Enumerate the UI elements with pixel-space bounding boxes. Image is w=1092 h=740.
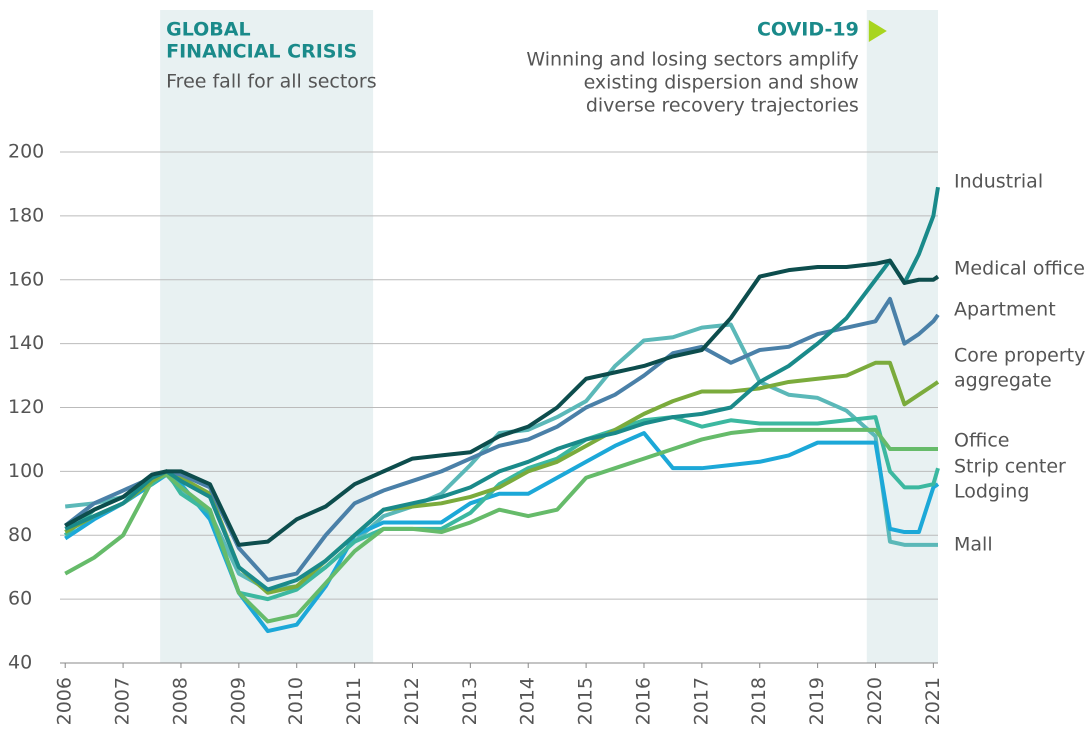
x-tick-label: 2013 [459, 677, 481, 725]
y-tick-label: 180 [8, 204, 44, 226]
series-label: Strip center [954, 456, 1066, 478]
y-tick-label: 40 [8, 652, 32, 674]
series-line [64, 360, 940, 595]
y-tick-label: 120 [8, 396, 44, 418]
x-tick-label: 2012 [401, 677, 423, 725]
series-label: Industrial [954, 171, 1043, 193]
x-tick-label: 2015 [575, 677, 597, 725]
series-line [64, 186, 940, 592]
x-tick-label: 2006 [54, 677, 76, 725]
x-tick-label: 2011 [343, 677, 365, 725]
annotation-marker [868, 20, 887, 42]
x-tick-label: 2019 [806, 677, 828, 725]
y-tick-label: 100 [8, 460, 44, 482]
annotation-text: existing dispersion and show [584, 72, 859, 94]
series-line [63, 415, 940, 602]
y-tick-label: 80 [8, 524, 32, 546]
y-tick-label: 160 [8, 268, 44, 290]
annotation-title: COVID-19 [757, 19, 859, 41]
x-tick-label: 2007 [112, 677, 134, 725]
x-tick-label: 2017 [690, 677, 712, 725]
series-line [64, 258, 940, 547]
annotation-title: FINANCIAL CRISIS [166, 41, 357, 63]
series-label: Medical office [954, 258, 1085, 280]
y-tick-label: 140 [8, 332, 44, 354]
y-tick-label: 60 [8, 588, 32, 610]
x-tick-label: 2010 [285, 677, 307, 725]
series-label: Mall [954, 534, 993, 556]
x-tick-label: 2018 [748, 677, 770, 725]
x-tick-label: 2020 [864, 677, 886, 725]
annotation-title: GLOBAL [166, 19, 250, 41]
x-tick-label: 2016 [632, 677, 654, 725]
series-label: aggregate [954, 370, 1052, 392]
x-tick-label: 2009 [227, 677, 249, 725]
series-label: Apartment [954, 299, 1056, 321]
x-tick-label: 2021 [922, 677, 944, 725]
x-tick-label: 2014 [517, 677, 539, 725]
series-line [63, 296, 940, 582]
series-label: Lodging [954, 481, 1029, 503]
annotation-text: Winning and losing sectors amplify [526, 49, 858, 71]
series-label: Office [954, 430, 1009, 452]
series-label: Core property [954, 345, 1085, 367]
series-line [64, 427, 938, 624]
annotation-text: Free fall for all sectors [166, 71, 377, 93]
x-tick-label: 2008 [169, 677, 191, 725]
y-tick-label: 200 [8, 141, 44, 163]
annotation-text: diverse recovery trajectories [586, 95, 859, 117]
